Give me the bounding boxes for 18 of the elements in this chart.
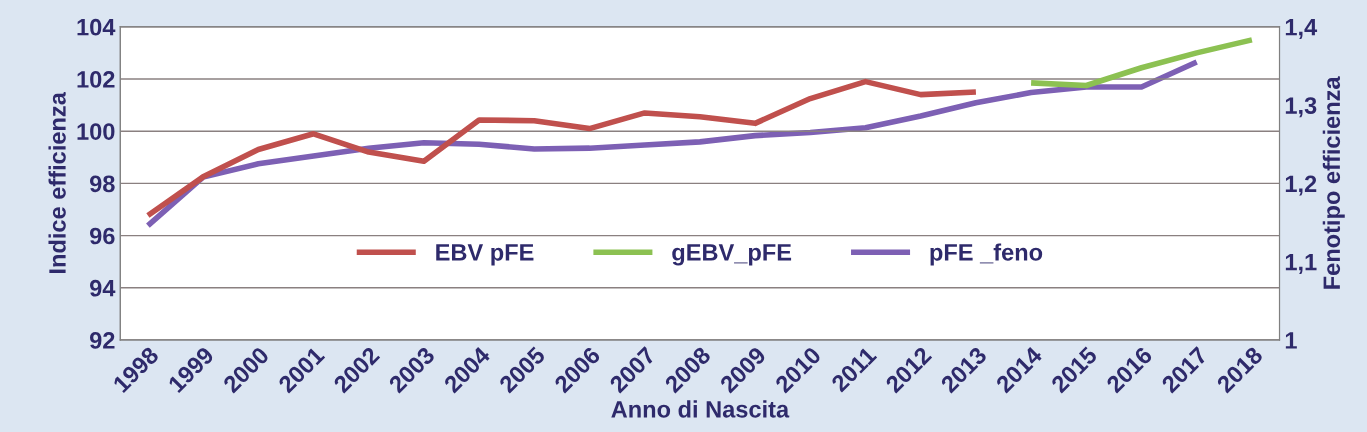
y2-tick-label: 1,3: [1285, 97, 1317, 118]
y-tick-label: 102: [77, 71, 115, 88]
y-tick-label: 96: [89, 227, 115, 245]
y-tick-label: 94: [89, 279, 116, 297]
y-tick-label: 92: [89, 332, 115, 349]
y2-tick-label: 1,2: [1285, 175, 1317, 196]
y-tick-label: 100: [77, 123, 115, 140]
y-tick-label: 104: [77, 18, 116, 36]
y-tick-label: 98: [89, 175, 115, 193]
x-axis-title: Anno di Nascita: [611, 400, 790, 418]
y-axis-title: Indice efficienza: [48, 92, 66, 273]
legend-label: EBV pFE: [436, 244, 534, 266]
y2-axis-title: Fenotipo efficienza: [1322, 76, 1345, 289]
legend-label: pFE _feno: [930, 243, 1043, 266]
legend-label: gEBV_pFE: [672, 244, 792, 266]
y2-tick-label: 1: [1285, 332, 1297, 349]
y2-tick-label: 1,1: [1285, 254, 1317, 274]
y2-tick-label: 1,4: [1285, 19, 1318, 39]
